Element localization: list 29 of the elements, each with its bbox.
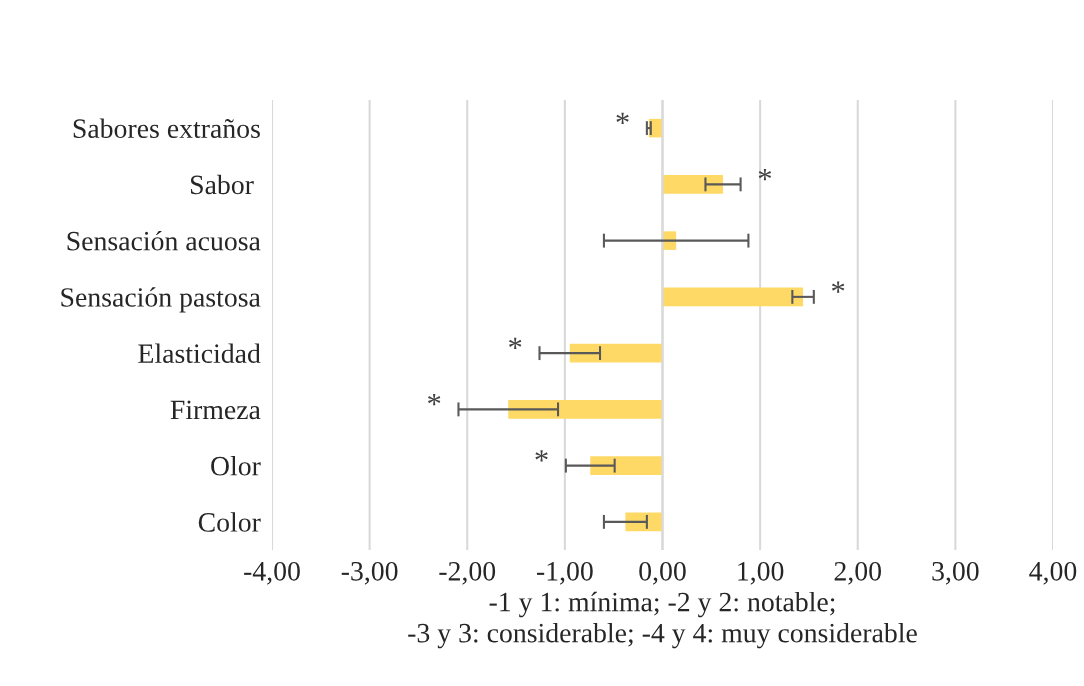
x-tick-label: 1,00 <box>738 561 784 585</box>
annotation: * <box>535 450 548 462</box>
y-tick-label: Sabor <box>191 174 254 195</box>
x-tick-label: 0,00 <box>639 561 686 585</box>
x-tick-label: -4,00 <box>244 561 300 585</box>
x-tick-label: 3,00 <box>932 561 979 585</box>
y-tick-label: Color <box>198 512 261 532</box>
y-tick-label: Olor <box>211 455 261 476</box>
x-axis-title: -1 y 1: mínima; -2 y 2: notable; -3 y 3: considerable; -4 y 4: muy considerable <box>408 591 917 649</box>
x-tick-label: 4,00 <box>1029 561 1077 585</box>
y-tick-label: Elasticidad <box>138 343 261 364</box>
y-tick-label: Sabores extraños <box>73 118 260 139</box>
annotation: * <box>831 281 845 293</box>
annotation: * <box>509 337 522 349</box>
x-tick-label: -3,00 <box>341 561 398 585</box>
y-tick-label: Firmeza <box>170 400 261 420</box>
x-tick-label: -1,00 <box>536 561 593 585</box>
annotation: * <box>428 393 441 406</box>
x-tick-label: -2,00 <box>439 561 496 585</box>
annotation: * <box>758 168 772 181</box>
bar <box>662 287 804 307</box>
bar <box>662 175 724 194</box>
y-tick-label: Sensación acuosa <box>67 230 261 251</box>
bar <box>590 456 663 475</box>
bar <box>508 400 663 419</box>
bar <box>569 343 663 363</box>
annotation: * <box>616 112 629 124</box>
y-tick-label: Sensación pastosa <box>61 287 261 313</box>
x-tick-label: 2,00 <box>834 561 881 585</box>
